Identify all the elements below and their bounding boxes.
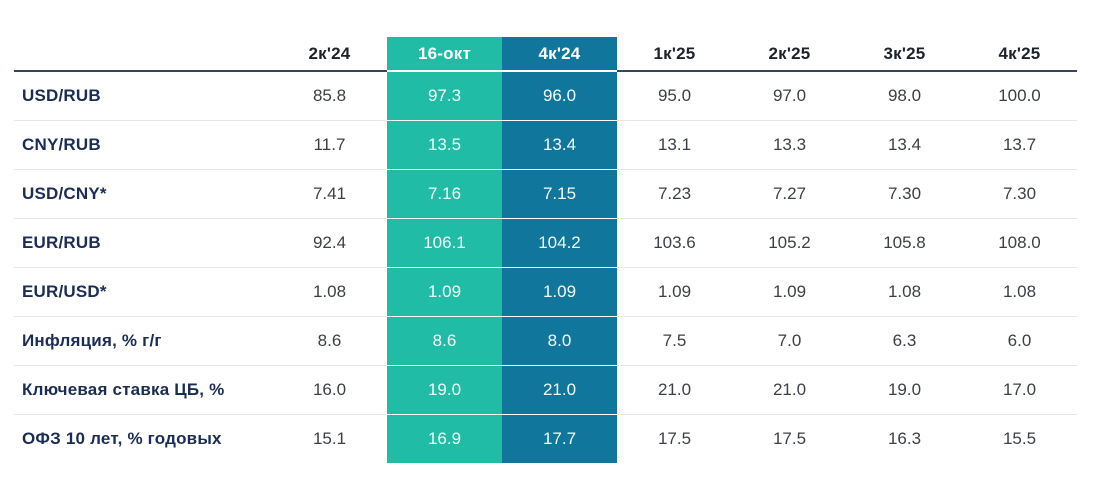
cell-4k24-highlight: 21.0 (502, 365, 617, 414)
cell-3k25: 7.30 (847, 169, 962, 218)
table-row: Ключевая ставка ЦБ, % 16.0 19.0 21.0 21.… (14, 365, 1077, 414)
header-3k25: 3к'25 (847, 37, 962, 72)
cell-4k24-highlight: 13.4 (502, 120, 617, 169)
cell-2k25: 7.27 (732, 169, 847, 218)
cell-1k25: 13.1 (617, 120, 732, 169)
cell-4k24-highlight: 96.0 (502, 72, 617, 120)
table-body: USD/RUB 85.8 97.3 96.0 95.0 97.0 98.0 10… (14, 72, 1077, 463)
table-row: CNY/RUB 11.7 13.5 13.4 13.1 13.3 13.4 13… (14, 120, 1077, 169)
cell-2k25: 13.3 (732, 120, 847, 169)
row-label: ОФЗ 10 лет, % годовых (14, 414, 272, 463)
cell-2k25: 21.0 (732, 365, 847, 414)
cell-4k25: 17.0 (962, 365, 1077, 414)
cell-1k25: 1.09 (617, 267, 732, 316)
cell-2k24: 1.08 (272, 267, 387, 316)
row-label: USD/CNY* (14, 169, 272, 218)
cell-3k25: 13.4 (847, 120, 962, 169)
cell-2k25: 7.0 (732, 316, 847, 365)
cell-16-oct-highlight: 13.5 (387, 120, 502, 169)
cell-16-oct-highlight: 19.0 (387, 365, 502, 414)
row-label: Инфляция, % г/г (14, 316, 272, 365)
cell-2k25: 17.5 (732, 414, 847, 463)
cell-1k25: 95.0 (657, 86, 692, 105)
cell-16-oct-highlight: 8.6 (387, 316, 502, 365)
cell-4k24-highlight: 7.15 (502, 169, 617, 218)
row-label: CNY/RUB (14, 120, 272, 169)
cell-3k25: 6.3 (847, 316, 962, 365)
header-4k24-highlight: 4к'24 (502, 37, 617, 72)
table-row: EUR/RUB 92.4 106.1 104.2 103.6 105.2 105… (14, 218, 1077, 267)
cell-4k25: 108.0 (962, 218, 1077, 267)
cell-1k25: 7.23 (617, 169, 732, 218)
table-row: USD/CNY* 7.41 7.16 7.15 7.23 7.27 7.30 7… (14, 169, 1077, 218)
forecast-table-container: 2к'24 16-окт 4к'24 1к'25 2к'25 3к'25 4к'… (14, 37, 1077, 463)
forecast-table: 2к'24 16-окт 4к'24 1к'25 2к'25 3к'25 4к'… (14, 37, 1077, 463)
cell-2k24: 11.7 (272, 120, 387, 169)
cell-4k25: 15.5 (962, 414, 1077, 463)
cell-4k25: 7.30 (962, 169, 1077, 218)
cell-2k24: 7.41 (272, 169, 387, 218)
cell-4k25: 6.0 (962, 316, 1077, 365)
cell-4k25: 1.08 (962, 267, 1077, 316)
row-label: EUR/RUB (14, 218, 272, 267)
cell-3k25: 105.8 (847, 218, 962, 267)
cell-4k24-highlight: 104.2 (502, 218, 617, 267)
cell-1k25: 21.0 (617, 365, 732, 414)
table-row: EUR/USD* 1.08 1.09 1.09 1.09 1.09 1.08 1… (14, 267, 1077, 316)
table-row: ОФЗ 10 лет, % годовых 15.1 16.9 17.7 17.… (14, 414, 1077, 463)
cell-2k25: 105.2 (732, 218, 847, 267)
cell-4k24-highlight: 8.0 (502, 316, 617, 365)
row-label: EUR/USD* (14, 267, 272, 316)
cell-16-oct-highlight: 7.16 (387, 169, 502, 218)
cell-3k25: 19.0 (847, 365, 962, 414)
cell-16-oct-highlight: 1.09 (387, 267, 502, 316)
cell-1k25: 7.5 (617, 316, 732, 365)
cell-3k25: 98.0 (887, 86, 922, 105)
cell-2k25: 1.09 (732, 267, 847, 316)
cell-4k24-highlight: 17.7 (502, 414, 617, 463)
cell-4k24-highlight: 1.09 (502, 267, 617, 316)
header-1k25: 1к'25 (617, 37, 732, 72)
cell-16-oct-highlight: 97.3 (387, 72, 502, 120)
table-row: USD/RUB 85.8 97.3 96.0 95.0 97.0 98.0 10… (14, 72, 1077, 120)
header-row: 2к'24 16-окт 4к'24 1к'25 2к'25 3к'25 4к'… (14, 37, 1077, 72)
cell-2k25: 97.0 (772, 86, 807, 105)
cell-2k24: 16.0 (272, 365, 387, 414)
header-2k25: 2к'25 (732, 37, 847, 72)
cell-1k25: 103.6 (617, 218, 732, 267)
cell-4k25: 13.7 (962, 120, 1077, 169)
table-header: 2к'24 16-окт 4к'24 1к'25 2к'25 3к'25 4к'… (14, 37, 1077, 72)
header-16-oct-highlight: 16-окт (387, 37, 502, 72)
header-4k25: 4к'25 (962, 37, 1077, 72)
cell-2k24: 15.1 (272, 414, 387, 463)
header-corner-cell (14, 37, 272, 72)
cell-1k25: 17.5 (617, 414, 732, 463)
cell-16-oct-highlight: 16.9 (387, 414, 502, 463)
cell-3k25: 16.3 (847, 414, 962, 463)
header-2k24: 2к'24 (272, 37, 387, 72)
cell-16-oct-highlight: 106.1 (387, 218, 502, 267)
cell-3k25: 1.08 (847, 267, 962, 316)
cell-2k24: 92.4 (272, 218, 387, 267)
cell-2k24: 85.8 (312, 86, 347, 105)
row-label: USD/RUB (22, 86, 101, 105)
table-row: Инфляция, % г/г 8.6 8.6 8.0 7.5 7.0 6.3 … (14, 316, 1077, 365)
cell-4k25: 100.0 (998, 86, 1041, 105)
row-label: Ключевая ставка ЦБ, % (14, 365, 272, 414)
cell-2k24: 8.6 (272, 316, 387, 365)
